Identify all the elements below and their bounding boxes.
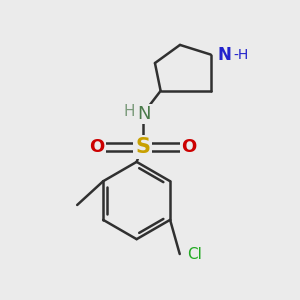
Text: N: N xyxy=(217,46,231,64)
Text: O: O xyxy=(89,138,104,156)
Text: S: S xyxy=(135,137,150,157)
Text: -H: -H xyxy=(233,48,248,62)
Text: O: O xyxy=(181,138,196,156)
Text: Cl: Cl xyxy=(187,247,202,262)
Text: H: H xyxy=(123,104,135,119)
Text: N: N xyxy=(137,105,151,123)
